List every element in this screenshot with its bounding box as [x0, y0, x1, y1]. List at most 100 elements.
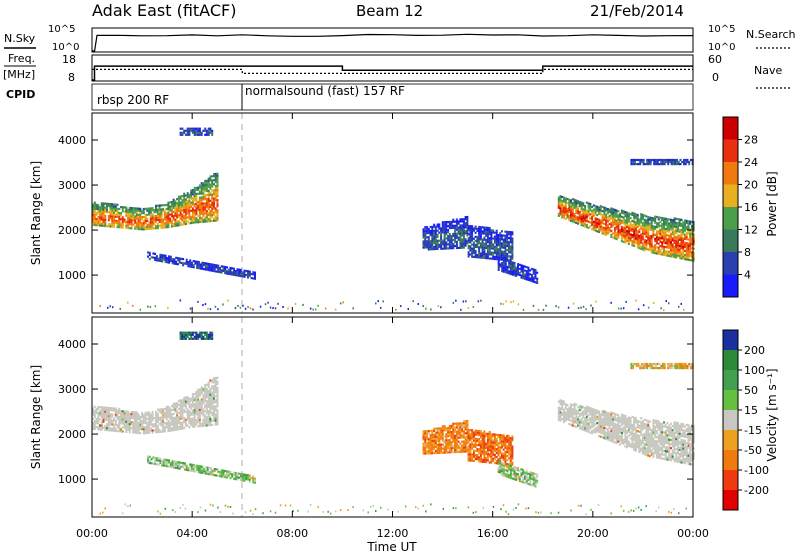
- scatter-cell-4: [493, 235, 496, 238]
- scatter-cell-4: [490, 443, 493, 446]
- scatter-cell-6: [578, 219, 581, 222]
- scatter-cell-4: [472, 435, 475, 438]
- scatter-cell-6: [692, 259, 695, 262]
- scatter-cell-2: [254, 277, 256, 280]
- scatter-cell-0: [188, 222, 191, 225]
- scatter-cell-3: [443, 221, 446, 224]
- scatter-cell-0: [92, 221, 94, 224]
- scatter-cell-3: [462, 232, 465, 235]
- scatter-cell-0: [135, 207, 138, 210]
- scatter-cell-4: [469, 247, 472, 250]
- scatter-cell-0: [181, 413, 184, 416]
- scatter-cell-6: [578, 202, 581, 206]
- scatter-cell-5: [534, 281, 537, 284]
- scatter-cell-0: [216, 211, 219, 214]
- scatter-cell-0: [190, 205, 193, 208]
- scatter-cell-3: [445, 439, 448, 442]
- scatter-cell-2: [201, 267, 204, 270]
- scatter-cell-0: [176, 210, 179, 213]
- scatter-cell-3: [431, 229, 434, 232]
- scatter-cell-6: [612, 210, 615, 213]
- scatter-cell-4: [478, 228, 481, 231]
- scatter-cell-6: [617, 216, 620, 219]
- scatter-cell-4: [509, 447, 512, 450]
- scatter-cell-6: [606, 228, 609, 231]
- scatter-cell-3: [443, 425, 446, 428]
- scatter-cell-4: [471, 231, 474, 234]
- scatter-cell-3: [445, 443, 448, 446]
- scatter-cell-0: [184, 200, 187, 203]
- scatter-cell-6: [566, 210, 569, 213]
- scatter-cell-4: [471, 437, 474, 440]
- scatter-cell-4: [490, 229, 493, 232]
- scatter-cell-1: [207, 131, 210, 134]
- scatter-cell-1: [184, 129, 187, 132]
- scatter-cell-0: [200, 204, 203, 207]
- scatter-cell-4: [481, 434, 484, 437]
- scatter-cell-6: [622, 222, 625, 225]
- scatter-cell-3: [461, 424, 464, 427]
- scatter-cell-0: [211, 215, 214, 218]
- scatter-cell-0: [121, 418, 124, 421]
- scatter-cell-6: [680, 233, 683, 236]
- scatter-cell-2: [204, 264, 207, 267]
- scatter-cell-7: [658, 163, 661, 166]
- scatter-cell-0: [172, 418, 175, 422]
- scatter-cell-0: [160, 424, 163, 427]
- near-range-cell: [109, 305, 111, 308]
- scatter-cell-6: [691, 237, 693, 240]
- scatter-cell-0: [172, 406, 175, 409]
- scatter-cell-6: [626, 211, 629, 214]
- scatter-cell-0: [128, 212, 131, 216]
- scatter-cell-0: [163, 216, 166, 219]
- near-range-cell: [264, 303, 267, 306]
- scatter-cell-6: [571, 216, 574, 219]
- scatter-cell-0: [204, 406, 207, 409]
- scatter-cell-0: [95, 203, 98, 206]
- scatter-cell-0: [97, 204, 100, 207]
- scatter-cell-0: [99, 212, 101, 215]
- scatter-cell-3: [443, 231, 446, 234]
- scatter-cell-0: [214, 399, 217, 402]
- scatter-cell-3: [462, 222, 465, 225]
- scatter-cell-0: [92, 207, 94, 210]
- scatter-cell-0: [93, 217, 96, 220]
- scatter-cell-0: [184, 206, 187, 209]
- scatter-cell-0: [100, 426, 103, 429]
- scatter-cell-2: [175, 464, 178, 467]
- scatter-cell-3: [424, 452, 427, 455]
- scatter-cell-6: [670, 236, 672, 240]
- scatter-cell-6: [578, 200, 581, 204]
- scatter-cell-4: [488, 445, 491, 448]
- scatter-cell-5: [522, 268, 525, 272]
- scatter-cell-0: [149, 417, 152, 420]
- scatter-cell-4: [492, 229, 495, 232]
- scatter-cell-0: [179, 223, 182, 226]
- scatter-cell-0: [141, 428, 144, 431]
- scatter-cell-0: [183, 398, 186, 401]
- scatter-cell-0: [190, 189, 193, 192]
- scatter-cell-0: [156, 222, 159, 226]
- scatter-cell-4: [483, 256, 486, 259]
- scatter-cell-6: [664, 246, 667, 249]
- scatter-cell-2: [150, 256, 153, 259]
- scatter-cell-0: [111, 407, 114, 410]
- scatter-cell-3: [443, 235, 446, 238]
- scatter-cell-3: [464, 226, 467, 229]
- scatter-cell-6: [584, 213, 587, 216]
- scatter-cell-0: [188, 214, 191, 217]
- scatter-cell-6: [557, 416, 560, 419]
- scatter-cell-3: [462, 436, 465, 439]
- scatter-cell-0: [120, 416, 122, 419]
- scatter-cell-0: [198, 216, 201, 219]
- scatter-cell-0: [137, 223, 140, 226]
- near-range-cell: [127, 301, 129, 304]
- scatter-cell-0: [177, 407, 180, 410]
- scatter-cell-7: [684, 160, 687, 164]
- scatter-cell-0: [211, 195, 214, 198]
- scatter-cell-0: [214, 209, 217, 212]
- scatter-cell-2: [189, 469, 192, 472]
- scatter-cell-0: [155, 206, 158, 209]
- scatter-cell-6: [619, 215, 622, 218]
- scatter-cell-2: [220, 471, 223, 474]
